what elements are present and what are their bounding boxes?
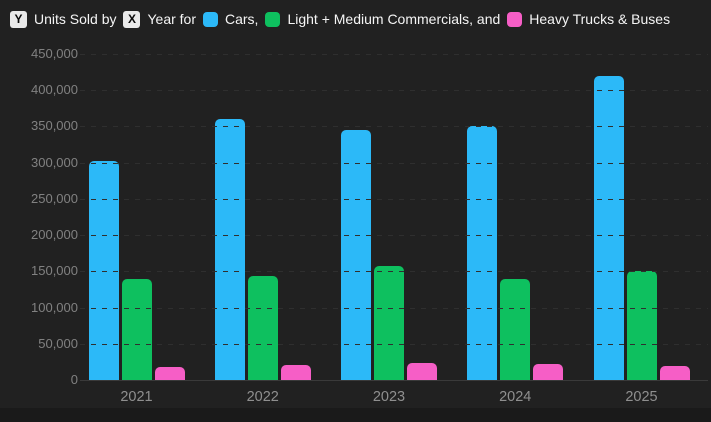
cars-swatch-icon [203,11,218,27]
legend-item-heavy-trucks-buses[interactable]: Heavy Trucks & Buses [507,11,670,27]
bar-group-2025: 2025 [593,54,690,405]
bar-cars-2021[interactable] [88,161,119,380]
x-axis-description: Year for [147,11,196,27]
x-axis-baseline [80,380,708,381]
gridline [80,54,708,55]
x-axis-tick-label: 2023 [372,389,406,405]
y-axis-tick-label: 450,000 [31,46,78,61]
bar-light-medium-commercials-2021[interactable] [121,279,152,380]
plot-area: 2021 2022 2023 2024 2025 [80,54,708,405]
chart-formula-bar: Y Units Sold by X Year for Cars, Light +… [10,8,707,30]
heavy-trucks-buses-swatch-icon [507,11,523,27]
gridline [80,235,708,237]
bar-group-2024: 2024 [467,54,564,405]
bar-heavy-trucks-buses-2025[interactable] [659,365,690,380]
x-axis-keycap-icon: X [123,10,141,28]
bar-heavy-trucks-buses-2024[interactable] [533,364,564,380]
y-axis-tick-label: 100,000 [31,299,78,315]
legend-label-cars: Cars, [225,11,259,27]
legend-item-cars[interactable]: Cars, [203,11,258,27]
bars-row: 2021 2022 2023 2024 2025 [88,54,690,405]
y-axis-tick-label: 350,000 [31,118,78,134]
legend-item-light-medium-commercials[interactable]: Light + Medium Commercials, and [265,11,500,27]
gridline [80,90,708,92]
light-medium-commercials-swatch-icon [265,11,281,27]
bar-light-medium-commercials-2022[interactable] [247,276,278,380]
y-axis: 450,000 400,000 350,000 300,000 250,000 200,0… [0,46,78,387]
bar-cars-2025[interactable] [593,75,624,380]
legend-label-light-medium-commercials: Light + Medium Commercials, and [287,11,501,27]
x-axis-tick-label: 2021 [120,389,153,405]
bar-heavy-trucks-buses-2023[interactable] [407,363,437,380]
y-axis-tick-label: 200,000 [31,227,78,243]
bar-light-medium-commercials-2023[interactable] [374,265,404,380]
bar-light-medium-commercials-2025[interactable] [626,271,657,380]
bar-heavy-trucks-buses-2022[interactable] [280,364,311,380]
bar-group-2023: 2023 [341,54,438,405]
bar-cars-2024[interactable] [467,126,498,380]
y-axis-tick-label: 250,000 [31,190,78,206]
y-axis-tick-label: 50,000 [38,335,78,351]
bar-group-2021: 2021 [88,54,185,405]
x-axis-tick-label: 2024 [499,389,532,405]
gridline [80,198,708,200]
x-axis-tick-label: 2025 [625,389,658,405]
bar-heavy-trucks-buses-2021[interactable] [154,367,185,380]
y-axis-tick-label: 400,000 [31,82,78,98]
bar-cars-2023[interactable] [341,130,371,380]
bar-group-2022: 2022 [214,54,311,405]
y-axis-tick-label: 0 [70,372,78,387]
bar-cars-2022[interactable] [214,118,245,380]
y-axis-tick-label: 300,000 [31,154,78,170]
bar-light-medium-commercials-2024[interactable] [500,278,531,380]
x-axis-tick-label: 2022 [246,389,279,405]
y-axis-keycap-icon: Y [10,10,27,28]
gridline [80,307,708,309]
legend-label-heavy-trucks-buses: Heavy Trucks & Buses [529,11,671,27]
y-axis-tick-label: 150,000 [31,263,78,279]
gridline [80,343,708,345]
gridline [80,271,708,273]
gridline [80,162,708,164]
bottom-edge-strip [0,408,711,422]
gridline [80,126,708,128]
y-axis-description: Units Sold by [34,11,117,27]
